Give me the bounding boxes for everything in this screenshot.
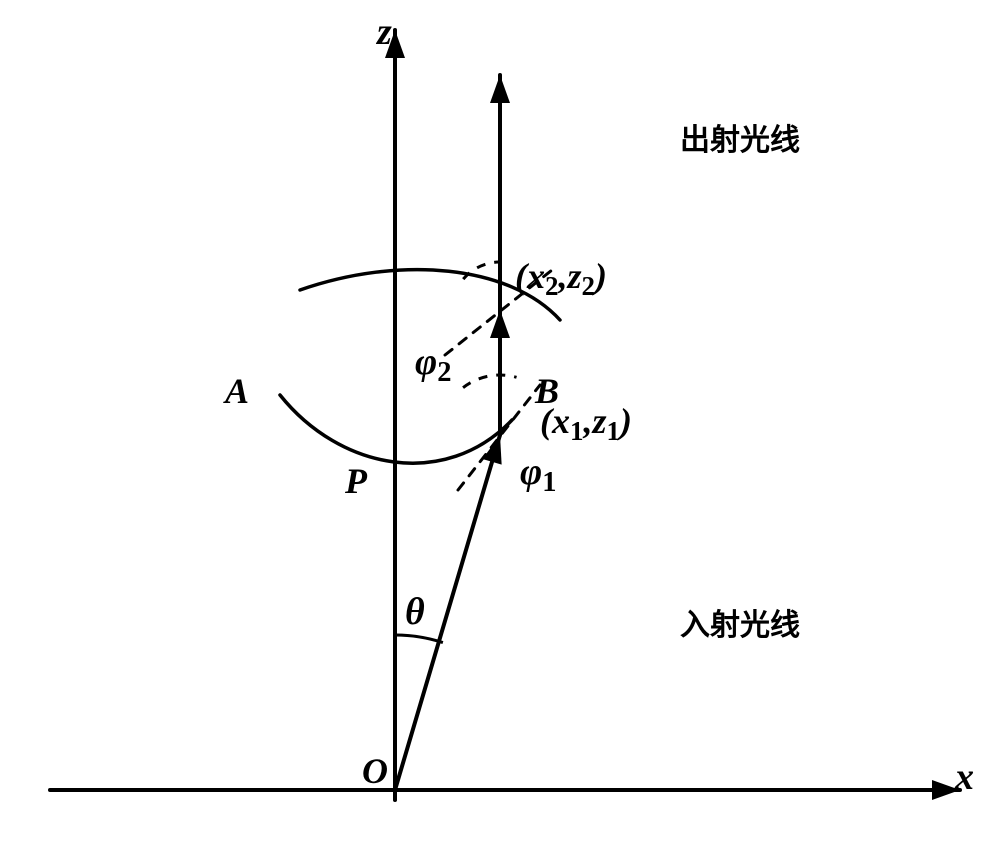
origin-label: O [362,750,388,792]
pt1-x: x [552,401,570,441]
pt2-x-sub: 2 [545,271,559,301]
point2-coords: (x2,z2) [515,255,607,302]
diagram-canvas: z x O A B P θ φ1 φ2 (x1,z1) (x2,z2) 出射光线… [0,0,1000,864]
angle-phi1-label: φ1 [520,450,556,499]
pt2-open: ( [515,256,527,296]
point-P-label: P [345,460,367,502]
in-ray-label: 入射光线 [680,600,800,644]
pt1-comma: , [584,401,593,441]
phi1-sub: 1 [542,467,556,498]
axis-label-x: x [955,755,974,799]
pt2-close: ) [595,256,607,296]
axis-label-z: z [377,10,392,54]
pt2-comma: , [559,256,568,296]
out-ray-label: 出射光线 [680,115,800,159]
pt1-x-sub: 1 [570,416,584,446]
angle-theta-label: θ [405,590,425,634]
phi1-base: φ [520,451,542,493]
pt1-z: z [593,401,607,441]
pt2-x: x [527,256,545,296]
angle-phi2-label: φ2 [415,340,451,389]
phi2-sub: 2 [437,357,451,388]
point1-coords: (x1,z1) [540,400,632,447]
diagram-svg [0,0,1000,864]
pt2-z: z [568,256,582,296]
pt2-z-sub: 2 [582,271,596,301]
pt1-open: ( [540,401,552,441]
pt1-z-sub: 1 [607,416,621,446]
point-A-label: A [225,370,249,412]
phi2-base: φ [415,341,437,383]
pt1-close: ) [620,401,632,441]
